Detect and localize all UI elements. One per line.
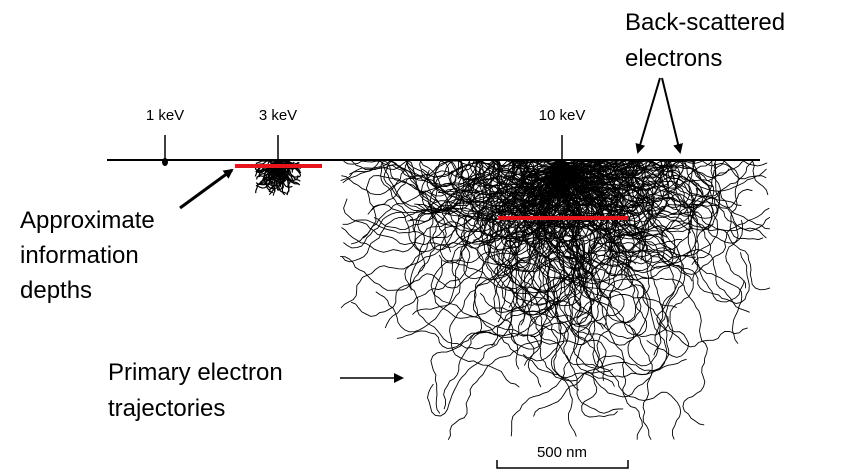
trajectory-label: trajectories [108,395,225,422]
depth-label: information [20,242,139,269]
trajectories [255,160,770,440]
backscatter-label: Back-scattered [625,9,785,36]
arrow [638,78,660,152]
beam-label: 3 keV [259,107,297,124]
arrow [180,170,232,208]
arrow [662,78,680,152]
depth-label: Approximate [20,207,155,234]
beam-label: 1 keV [146,107,184,124]
depth-label: depths [20,277,92,304]
beam-label: 10 keV [539,107,586,124]
scale-label: 500 nm [537,444,587,461]
backscatter-label: electrons [625,45,722,72]
trajectory-label: Primary electron [108,359,283,386]
scale-bar [497,460,628,468]
interaction-1kev [162,158,168,166]
diagram: 1 keV 3 keV 10 keV Back-scattered electr… [0,0,846,476]
page: {"beam_labels": ["1 keV", "3 keV", "10 k… [0,0,846,476]
